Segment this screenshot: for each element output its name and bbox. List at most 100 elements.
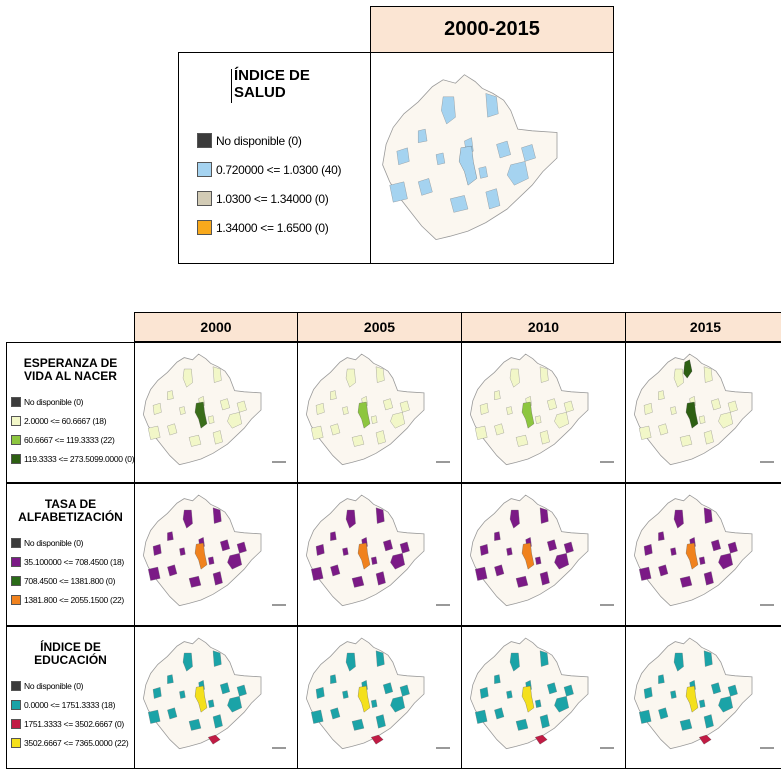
municipality-region [182, 652, 193, 672]
municipality-region [351, 718, 365, 731]
municipality-region [703, 571, 714, 586]
year-header-2000: 2000 [134, 312, 297, 342]
municipality-region [208, 699, 215, 708]
municipality-region [220, 398, 230, 411]
legend-label: 1.34000 <= 1.6500 (0) [216, 220, 329, 235]
municipality-region [639, 425, 652, 440]
legend-swatch [11, 681, 21, 691]
municipality-region [236, 400, 247, 413]
municipality-region [496, 140, 511, 159]
municipality-region [227, 696, 242, 713]
row-title: ÍNDICE DE EDUCACIÓN [7, 641, 134, 667]
municipality-region [345, 368, 356, 388]
municipality-region [494, 531, 501, 541]
legend-label: 3502.6667 <= 7365.0000 (22) [24, 738, 129, 748]
legend-item: 119.3333 <= 273.5099.0000 (0) [11, 454, 135, 464]
row-title: TASA DE ALFABETIZACIÓN [7, 498, 134, 524]
municipality-region [718, 412, 733, 429]
municipality-region [563, 541, 574, 554]
legend-label: 0.720000 <= 1.0300 (40) [216, 162, 342, 177]
municipality-region [390, 412, 405, 429]
municipality-region [212, 650, 222, 667]
municipality-region [152, 544, 162, 556]
legend-item: 0.720000 <= 1.0300 (40) [197, 162, 342, 177]
municipality-region [390, 553, 405, 570]
municipality-region [679, 434, 693, 447]
municipality-region [515, 434, 529, 447]
municipality-region [208, 415, 215, 424]
center-region [521, 542, 535, 570]
municipality-region [703, 507, 713, 524]
salud-map [382, 74, 558, 241]
legend-item: No disponible (0) [197, 133, 302, 148]
municipality-region [371, 556, 378, 565]
municipality-region [227, 553, 242, 570]
legend-swatch [197, 191, 212, 206]
municipality-region [494, 707, 505, 720]
municipality-region [188, 718, 202, 731]
row-title: ESPERANZA DE VIDA AL NACER [7, 357, 134, 383]
municipality-region [554, 696, 569, 713]
center-region [194, 685, 208, 713]
municipality-region [718, 696, 733, 713]
map-shape [469, 494, 589, 607]
legend-item: 3502.6667 <= 7365.0000 (22) [11, 738, 129, 748]
legend-item: No disponible (0) [11, 538, 83, 548]
municipality-region [478, 166, 488, 179]
municipality-region [383, 682, 393, 695]
municipality-region [371, 699, 378, 708]
legend-swatch [197, 220, 212, 235]
legend-item: 1381.800 <= 2055.1500 (22) [11, 595, 124, 605]
municipality-region [435, 152, 446, 165]
indicator-map [142, 353, 286, 466]
municipality-region [383, 539, 393, 552]
municipality-region [475, 566, 488, 581]
municipality-region [563, 400, 574, 413]
municipality-region [506, 547, 513, 556]
municipality-region [330, 564, 341, 577]
municipality-region [351, 575, 365, 588]
legend-swatch [11, 397, 21, 407]
municipality-region [330, 531, 337, 541]
municipality-region [399, 684, 410, 697]
municipality-region [418, 178, 433, 196]
south-region [534, 734, 548, 745]
legend-swatch [11, 538, 21, 548]
map-cell [625, 342, 781, 483]
map-shape [305, 494, 425, 607]
center-region [521, 401, 535, 429]
municipality-region [673, 368, 684, 388]
municipality-region [703, 714, 714, 729]
legend-label: No disponible (0) [24, 397, 84, 407]
legend-item: No disponible (0) [11, 681, 83, 691]
municipality-region [179, 406, 186, 415]
municipality-region [188, 575, 202, 588]
map-shape [469, 353, 589, 466]
municipality-region [342, 547, 349, 556]
municipality-region [554, 412, 569, 429]
map-shape [633, 353, 753, 466]
map-cell [625, 626, 781, 769]
row-label-cell: ESPERANZA DE VIDA AL NACER No disponible (… [6, 342, 135, 483]
legend-swatch [11, 416, 21, 426]
legend-label: No disponible (0) [216, 133, 302, 148]
legend-title-line1: ÍNDICE DE [234, 67, 310, 84]
north-region [683, 359, 693, 379]
municipality-region [375, 714, 386, 729]
legend-label: 708.4500 <= 1381.800 (0) [24, 576, 116, 586]
municipality-region [535, 699, 542, 708]
legend-swatch [11, 454, 21, 464]
map-shape [142, 353, 262, 466]
map-shape [305, 637, 425, 750]
municipality-region [330, 707, 341, 720]
legend-item: 35.100000 <= 708.4500 (18) [11, 557, 124, 567]
map-shape [305, 353, 425, 466]
municipality-region [167, 674, 174, 684]
legend-title: ÍNDICE DE SALUD [231, 67, 334, 103]
map-cell [625, 483, 781, 626]
center-region [357, 542, 371, 570]
legend-label: 35.100000 <= 708.4500 (18) [24, 557, 124, 567]
municipality-region [375, 571, 386, 586]
indicator-map [469, 353, 614, 466]
map-cell [134, 483, 297, 626]
